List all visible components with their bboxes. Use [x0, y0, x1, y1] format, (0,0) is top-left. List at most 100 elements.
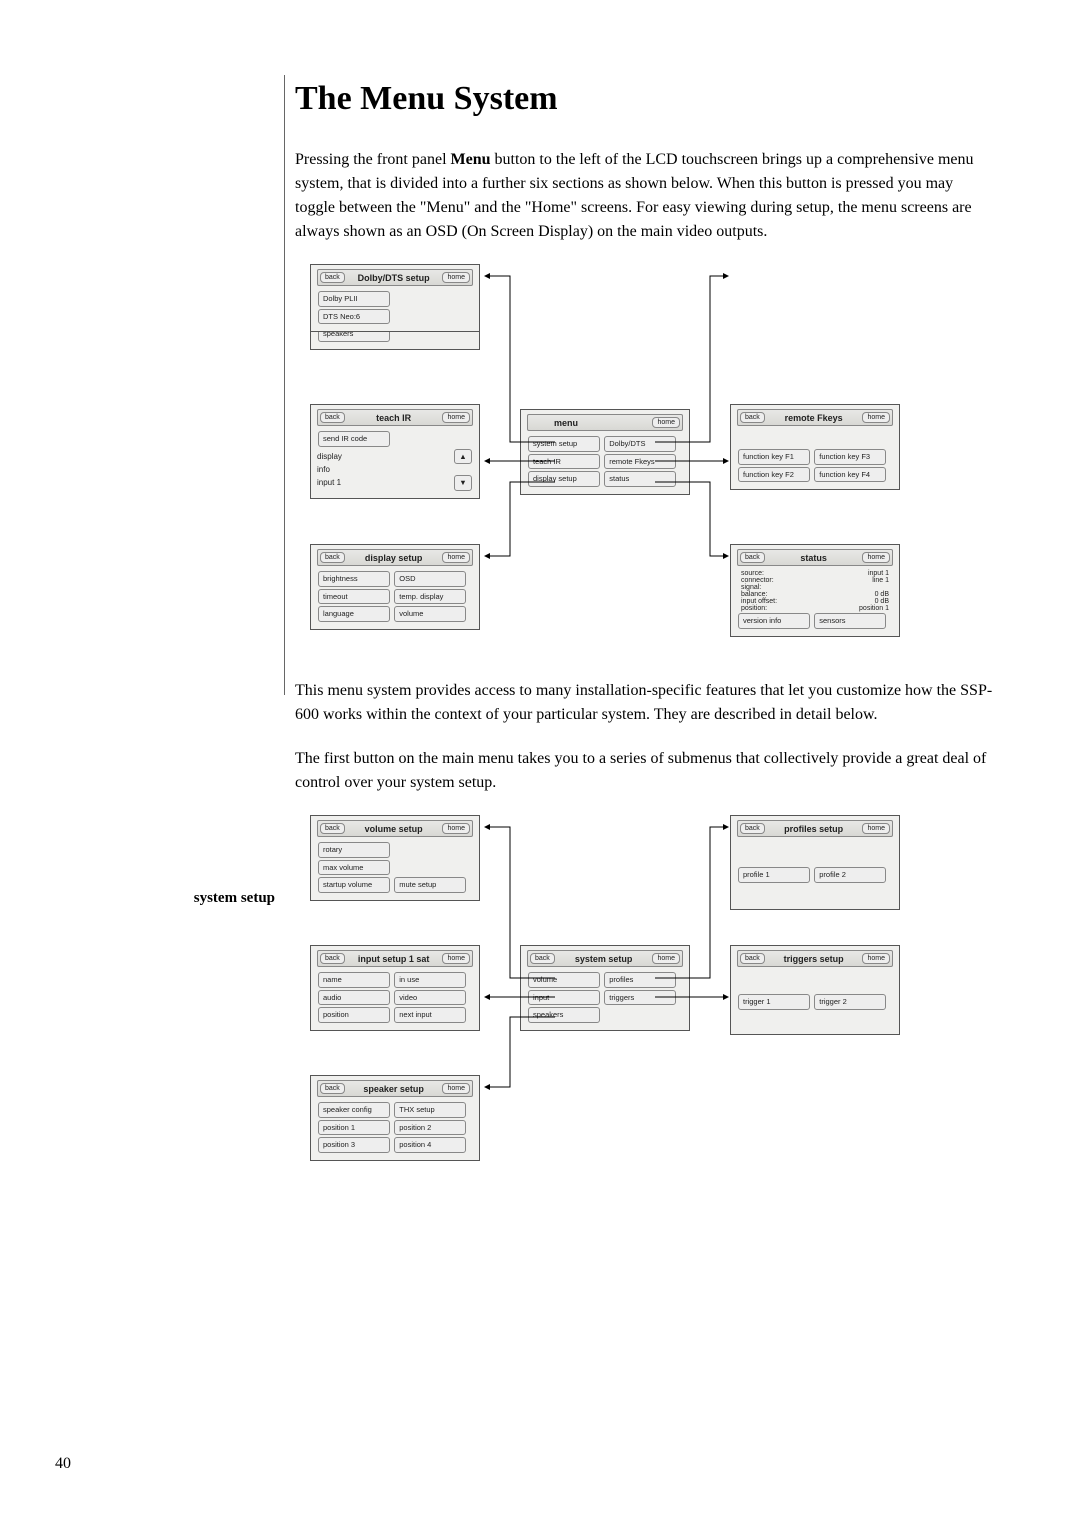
status-label: signal:	[741, 584, 761, 591]
row-label: display	[317, 452, 342, 461]
menu-item[interactable]: function key F2	[738, 467, 810, 483]
panel-volume-setup: back volume setup home rotary max volume…	[310, 815, 480, 901]
home-button[interactable]: home	[442, 412, 470, 423]
home-button[interactable]: home	[862, 953, 890, 964]
menu-item[interactable]: triggers	[604, 990, 676, 1006]
back-button[interactable]: back	[320, 272, 345, 283]
menu-item[interactable]: profiles	[604, 972, 676, 988]
menu-item[interactable]: position 2	[394, 1120, 466, 1136]
home-button[interactable]: home	[652, 953, 680, 964]
menu-item[interactable]: remote Fkeys	[604, 454, 676, 470]
back-button[interactable]: back	[320, 823, 345, 834]
menu-item[interactable]: function key F3	[814, 449, 886, 465]
home-button[interactable]: home	[442, 823, 470, 834]
menu-item[interactable]: version info	[738, 613, 810, 629]
menu-item[interactable]: trigger 2	[814, 994, 886, 1010]
menu-item[interactable]: temp. display	[394, 589, 466, 605]
status-value: 0 dB	[875, 598, 889, 605]
menu-item[interactable]: profile 2	[814, 867, 886, 883]
menu-item[interactable]: position 3	[318, 1137, 390, 1153]
menu-item[interactable]: DTS Neo:6	[318, 309, 390, 325]
menu-item[interactable]: profile 1	[738, 867, 810, 883]
back-button[interactable]: back	[320, 1083, 345, 1094]
panel-title: input setup 1 sat	[345, 954, 443, 964]
home-button[interactable]: home	[442, 272, 470, 283]
menu-item[interactable]: position 4	[394, 1137, 466, 1153]
section-side-label: system setup	[175, 890, 275, 907]
panel-title: teach IR	[345, 413, 443, 423]
menu-item[interactable]: speakers	[528, 1007, 600, 1023]
status-label: position:	[741, 605, 767, 612]
menu-item[interactable]: status	[604, 471, 676, 487]
menu-item[interactable]: speaker config	[318, 1102, 390, 1118]
back-button[interactable]: back	[320, 953, 345, 964]
menu-item[interactable]: timeout	[318, 589, 390, 605]
menu-item[interactable]: language	[318, 606, 390, 622]
back-button[interactable]: back	[740, 412, 765, 423]
intro-paragraph: Pressing the front panel Menu button to …	[295, 148, 995, 244]
menu-item[interactable]: Dolby PLII	[318, 291, 390, 307]
menu-item[interactable]: next input	[394, 1007, 466, 1023]
down-arrow-icon[interactable]: ▼	[454, 475, 472, 491]
home-button[interactable]: home	[862, 823, 890, 834]
back-button[interactable]: back	[740, 953, 765, 964]
status-label: input offset:	[741, 598, 777, 605]
back-button[interactable]: back	[740, 552, 765, 563]
panel-menu: menu home system setup Dolby/DTS teach I…	[520, 409, 690, 495]
menu-item[interactable]: OSD	[394, 571, 466, 587]
menu-item[interactable]: position	[318, 1007, 390, 1023]
status-value: line 1	[872, 577, 889, 584]
page-number: 40	[55, 1455, 71, 1473]
home-button[interactable]: home	[652, 417, 680, 428]
panel-title: triggers setup	[765, 954, 863, 964]
menu-diagram-2: back volume setup home rotary max volume…	[310, 815, 970, 1275]
menu-item[interactable]: function key F4	[814, 467, 886, 483]
menu-item[interactable]: rotary	[318, 842, 390, 858]
menu-item[interactable]: in use	[394, 972, 466, 988]
menu-item[interactable]: brightness	[318, 571, 390, 587]
back-button[interactable]: back	[320, 412, 345, 423]
menu-item[interactable]: Dolby/DTS	[604, 436, 676, 452]
menu-item[interactable]: mute setup	[394, 877, 466, 893]
home-button[interactable]: home	[442, 1083, 470, 1094]
mid-paragraph: This menu system provides access to many…	[295, 679, 995, 727]
panel-title: display setup	[345, 553, 443, 563]
menu-item[interactable]: video	[394, 990, 466, 1006]
home-button[interactable]: home	[442, 552, 470, 563]
home-button[interactable]: home	[442, 953, 470, 964]
panel-teach-ir: back teach IR home send IR code display …	[310, 404, 480, 499]
menu-item[interactable]: input	[528, 990, 600, 1006]
menu-item[interactable]: max volume	[318, 860, 390, 876]
panel-title: status	[765, 553, 863, 563]
menu-item[interactable]: send IR code	[318, 431, 390, 447]
home-button[interactable]: home	[862, 412, 890, 423]
back-button[interactable]: back	[320, 552, 345, 563]
back-button[interactable]: back	[530, 953, 555, 964]
menu-item[interactable]: THX setup	[394, 1102, 466, 1118]
menu-item[interactable]: audio	[318, 990, 390, 1006]
panel-remote-fkeys: back remote Fkeys home function key F1 f…	[730, 404, 900, 490]
menu-diagram-1: back system setup home volume profiles i…	[310, 264, 970, 654]
menu-item[interactable]: volume	[528, 972, 600, 988]
page-title: The Menu System	[295, 80, 995, 118]
menu-item[interactable]: name	[318, 972, 390, 988]
back-button[interactable]: back	[740, 823, 765, 834]
home-button[interactable]: home	[862, 552, 890, 563]
menu-item[interactable]: function key F1	[738, 449, 810, 465]
menu-item[interactable]: volume	[394, 606, 466, 622]
up-arrow-icon[interactable]: ▲	[454, 449, 472, 465]
menu-item[interactable]: sensors	[814, 613, 886, 629]
menu-item[interactable]: position 1	[318, 1120, 390, 1136]
menu-item[interactable]: startup volume	[318, 877, 390, 893]
menu-item[interactable]: system setup	[528, 436, 600, 452]
panel-status: back status home source:input 1 connecto…	[730, 544, 900, 637]
menu-word: Menu	[451, 151, 491, 168]
panel-dolby-dts: back Dolby/DTS setup home Dolby PLII DTS…	[310, 264, 480, 332]
menu-item[interactable]: teach IR	[528, 454, 600, 470]
status-label: balance:	[741, 591, 767, 598]
page-content: The Menu System Pressing the front panel…	[295, 80, 995, 1275]
panel-title: speaker setup	[345, 1084, 443, 1094]
menu-item[interactable]: display setup	[528, 471, 600, 487]
menu-item[interactable]: trigger 1	[738, 994, 810, 1010]
panel-title: Dolby/DTS setup	[345, 273, 443, 283]
